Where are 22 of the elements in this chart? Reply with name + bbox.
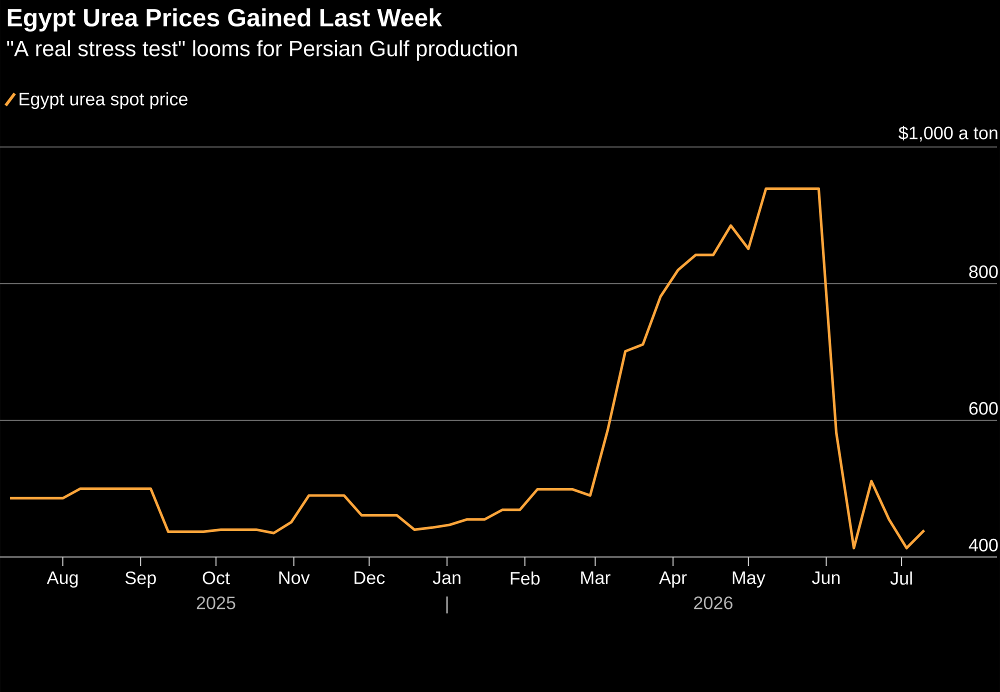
x-tick-label: Mar — [581, 572, 610, 584]
x-tick-label: May — [732, 572, 766, 588]
x-tick-label: Jun — [812, 572, 840, 584]
text: 2025 — [196, 596, 236, 610]
x-tick-label: Apr — [659, 572, 687, 588]
text: | — [446, 596, 448, 614]
chart-title: Egypt Urea Prices Gained Last Week — [8, 8, 442, 32]
x-tick-label: Jul — [890, 572, 912, 585]
text: 2026 — [694, 596, 732, 610]
legend-label: Egypt urea spot price — [20, 92, 188, 110]
chart-subtitle: "A real stress test" looms for Persian Gulf production — [7, 40, 517, 61]
x-tick-label: Nov — [279, 572, 310, 584]
y-tick-label: $1,000 a ton — [898, 126, 998, 142]
x-tick-label: Dec — [354, 572, 385, 584]
y-tick-label: 400 — [968, 538, 998, 552]
x-tick-label: Oct — [202, 572, 230, 584]
y-tick-label: 600 — [969, 402, 998, 415]
x-tick-label: Aug — [46, 572, 78, 588]
y-tick-label: 800 — [969, 265, 998, 278]
x-tick-label: Feb — [510, 572, 540, 585]
x-tick-label: Jan — [432, 572, 460, 584]
x-tick-label: Sep — [125, 572, 156, 588]
